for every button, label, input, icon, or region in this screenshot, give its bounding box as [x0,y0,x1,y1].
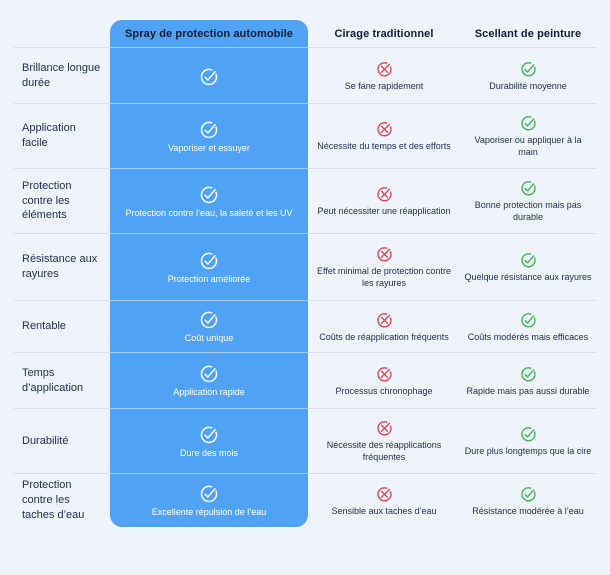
cell-caption: Rapide mais pas aussi durable [466,385,590,396]
x-icon [376,421,392,436]
table-cell-spray: Dure des mois [110,408,308,473]
x-icon [376,61,392,77]
cell-caption: Protection améliorée [167,273,251,284]
check-icon [520,61,536,77]
check-icon [520,181,536,196]
table-cell-spray [110,47,308,103]
check-icon [200,365,218,383]
cell-caption: Protection contre l’eau, la saleté et le… [125,207,293,218]
cell-caption: Vaporiser ou appliquer à la main [474,135,582,157]
cell-caption: Quelque résistance aux rayures [464,272,592,283]
table-cell-wax: Sensible aux taches d’eau [308,473,460,527]
cell-caption: Processus chronophage [335,385,433,396]
x-icon [376,486,392,502]
table-cell-sealant: Bonne protection mais pas durable [460,168,596,233]
table-cell-wax: Peut nécessiter une réapplication [308,168,460,233]
header-spacer [14,20,110,47]
row-label: Durabilité [14,408,110,473]
check-icon [520,116,536,131]
table-cell-wax: Se fane rapidement [308,47,460,103]
check-icon [520,427,536,442]
table-cell-sealant: Quelque résistance aux rayures [460,233,596,300]
column-header-wax: Cirage traditionnel [308,20,460,47]
row-label: Application facile [14,103,110,168]
x-icon [376,187,392,202]
table-cell-spray: Coût unique [110,300,308,352]
x-icon [376,312,392,328]
check-icon [200,485,218,503]
cell-caption: Effet minimal de protection contre les r… [317,266,451,288]
check-icon [520,486,536,502]
cell-caption: Coûts de réapplication fréquents [319,331,449,342]
x-icon [376,122,392,137]
row-label: Temps d’application [14,352,110,408]
table-cell-sealant: Coûts modérés mais efficaces [460,300,596,352]
check-icon [520,312,536,328]
check-icon [200,311,218,329]
cell-caption: Nécessite du temps et des efforts [317,141,451,152]
cell-caption: Dure plus longtemps que la cire [464,446,592,457]
check-icon [520,366,536,382]
column-header-sealant: Scellant de peinture [460,20,596,47]
table-cell-wax: Processus chronophage [308,352,460,408]
cell-caption: Vaporiser et essuyer [168,142,250,153]
cell-caption: Peut nécessiter une réapplication [317,206,451,217]
row-label: Rentable [14,300,110,352]
cell-caption: Application rapide [173,387,245,398]
table-cell-sealant: Durabilité moyenne [460,47,596,103]
comparison-grid: Spray de protection automobile Cirage tr… [14,20,596,527]
row-label: Résistance aux rayures [14,233,110,300]
cell-caption: Résistance modérée à l’eau [472,505,584,516]
table-cell-spray: Application rapide [110,352,308,408]
table-cell-sealant: Résistance modérée à l’eau [460,473,596,527]
x-icon [376,247,392,262]
column-header-label: Scellant de peinture [474,27,582,40]
cell-caption: Bonne protection mais pas durable [474,200,582,222]
table-cell-wax: Nécessite des réapplications fréquentes [308,408,460,473]
column-header-spray: Spray de protection automobile [110,20,308,47]
cell-caption: Durabilité moyenne [489,80,567,91]
column-header-label: Spray de protection automobile [124,27,294,40]
column-header-label: Cirage traditionnel [334,27,434,40]
check-icon [200,186,218,203]
row-label: Protection contre les éléments [14,168,110,233]
row-label: Brillance longue durée [14,47,110,103]
table-cell-spray: Protection améliorée [110,233,308,300]
table-cell-wax: Effet minimal de protection contre les r… [308,233,460,300]
x-icon [376,366,392,382]
check-icon [200,426,218,443]
table-cell-wax: Coûts de réapplication fréquents [308,300,460,352]
table-cell-sealant: Dure plus longtemps que la cire [460,408,596,473]
check-icon [200,121,218,138]
cell-caption: Coût unique [184,333,234,344]
cell-caption: Dure des mois [179,447,239,458]
table-cell-spray: Protection contre l’eau, la saleté et le… [110,168,308,233]
table-cell-sealant: Rapide mais pas aussi durable [460,352,596,408]
cell-caption: Sensible aux taches d’eau [331,505,437,516]
check-icon [200,252,218,269]
table-cell-sealant: Vaporiser ou appliquer à la main [460,103,596,168]
cell-caption: Coûts modérés mais efficaces [467,331,589,342]
cell-caption: Excellente répulsion de l’eau [151,507,267,518]
table-cell-wax: Nécessite du temps et des efforts [308,103,460,168]
cell-caption: Nécessite des réapplications fréquentes [326,440,442,462]
table-cell-spray: Excellente répulsion de l’eau [110,473,308,527]
table-cell-spray: Vaporiser et essuyer [110,103,308,168]
check-icon [520,253,536,268]
comparison-table: Spray de protection automobile Cirage tr… [14,20,596,527]
check-icon [200,68,218,85]
cell-caption: Se fane rapidement [344,80,424,91]
row-label: Protection contre les taches d’eau [14,473,110,527]
